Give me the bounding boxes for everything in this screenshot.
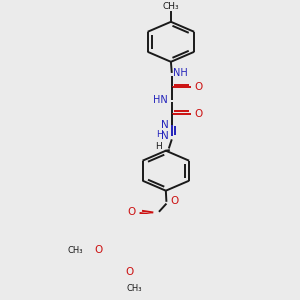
Text: H: H	[155, 142, 162, 151]
Text: O: O	[195, 109, 203, 118]
Text: O: O	[126, 267, 134, 277]
Text: NH: NH	[173, 68, 188, 78]
Text: O: O	[127, 207, 135, 217]
Text: N: N	[161, 131, 169, 141]
Text: CH₃: CH₃	[68, 246, 83, 255]
Text: O: O	[195, 82, 203, 92]
Text: CH₃: CH₃	[163, 2, 179, 11]
Text: CH₃: CH₃	[126, 284, 142, 293]
Text: H: H	[156, 130, 163, 139]
Text: O: O	[170, 196, 178, 206]
Text: N: N	[161, 120, 169, 130]
Text: O: O	[94, 244, 102, 255]
Text: HN: HN	[154, 94, 168, 105]
